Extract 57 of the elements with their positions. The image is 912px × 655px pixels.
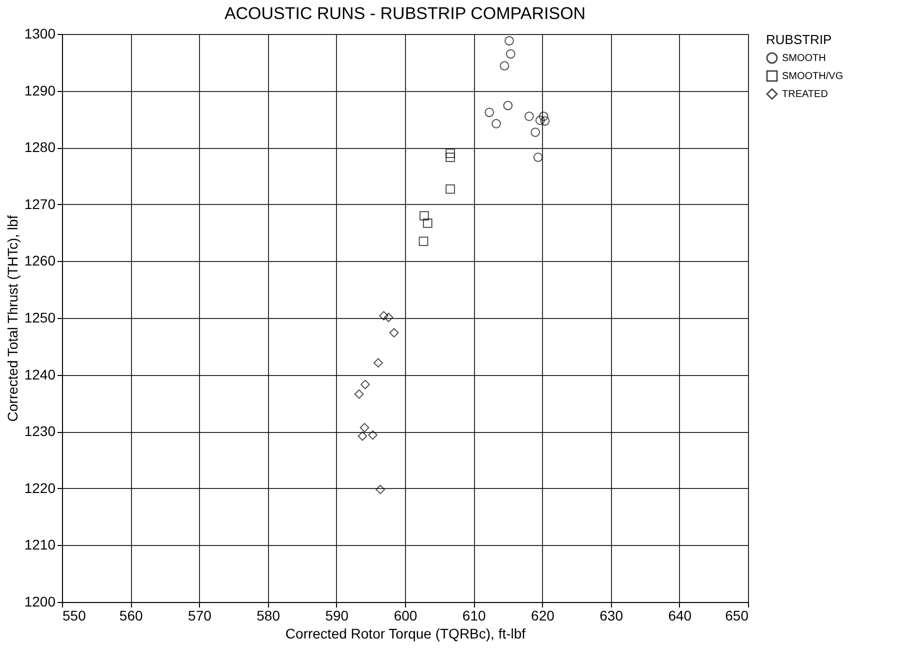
point <box>360 380 370 390</box>
point <box>503 100 513 110</box>
point <box>389 328 399 338</box>
x-tick-label: 600 <box>394 608 418 624</box>
point <box>422 218 432 228</box>
x-tick-label: 620 <box>531 608 555 624</box>
legend-label: SMOOTH/VG <box>782 71 844 82</box>
point <box>354 389 364 399</box>
x-tick-label: 650 <box>725 608 749 624</box>
chart-title: ACOUSTIC RUNS - RUBSTRIP COMPARISON <box>224 4 586 23</box>
legend-label: TREATED <box>782 89 828 100</box>
point <box>360 422 370 432</box>
y-tick-label: 1290 <box>24 82 56 98</box>
x-tick-label: 580 <box>256 608 280 624</box>
point <box>538 112 548 122</box>
y-tick-label: 1240 <box>24 366 56 382</box>
y-tick-label: 1210 <box>24 536 56 553</box>
y-tick-label: 1280 <box>24 139 56 156</box>
y-tick-label: 1200 <box>24 594 56 610</box>
point <box>492 119 501 128</box>
point <box>376 484 385 494</box>
x-tick-label: 640 <box>668 608 692 624</box>
legend-title: RUBSTRIP <box>766 32 832 47</box>
y-tick-label: 1220 <box>24 480 56 496</box>
legend-label: SMOOTH <box>782 53 826 64</box>
x-axis-title: Corrected Rotor Torque (TQRBc), ft-lbf <box>285 626 526 642</box>
point <box>484 108 494 118</box>
point <box>374 358 383 368</box>
point <box>384 312 394 322</box>
x-tick-label: 560 <box>119 608 143 624</box>
y-tick-label: 1300 <box>24 26 56 42</box>
y-tick-label: 1250 <box>24 310 56 326</box>
point <box>506 49 516 59</box>
point <box>446 152 455 162</box>
point <box>368 430 378 440</box>
point <box>379 311 388 320</box>
x-tick-label: 610 <box>462 608 486 624</box>
point <box>500 61 510 70</box>
y-tick-label: 1270 <box>24 196 56 212</box>
x-tick-label: 570 <box>188 608 212 624</box>
y-tick-label: 1260 <box>24 252 56 269</box>
point <box>540 116 550 126</box>
point <box>530 128 540 137</box>
point <box>535 116 545 126</box>
point <box>446 148 455 158</box>
point <box>533 152 543 162</box>
point <box>524 112 534 122</box>
x-tick-label: 630 <box>600 608 624 624</box>
point <box>504 36 514 46</box>
point <box>358 431 368 441</box>
y-axis-title: Corrected Total Thrust (THTc), lbf <box>4 215 20 422</box>
x-tick-label: 590 <box>325 608 349 624</box>
y-tick-label: 1230 <box>24 423 56 440</box>
point <box>418 236 428 246</box>
point <box>446 184 455 194</box>
point <box>420 211 429 220</box>
x-tick-label: 550 <box>62 608 86 624</box>
